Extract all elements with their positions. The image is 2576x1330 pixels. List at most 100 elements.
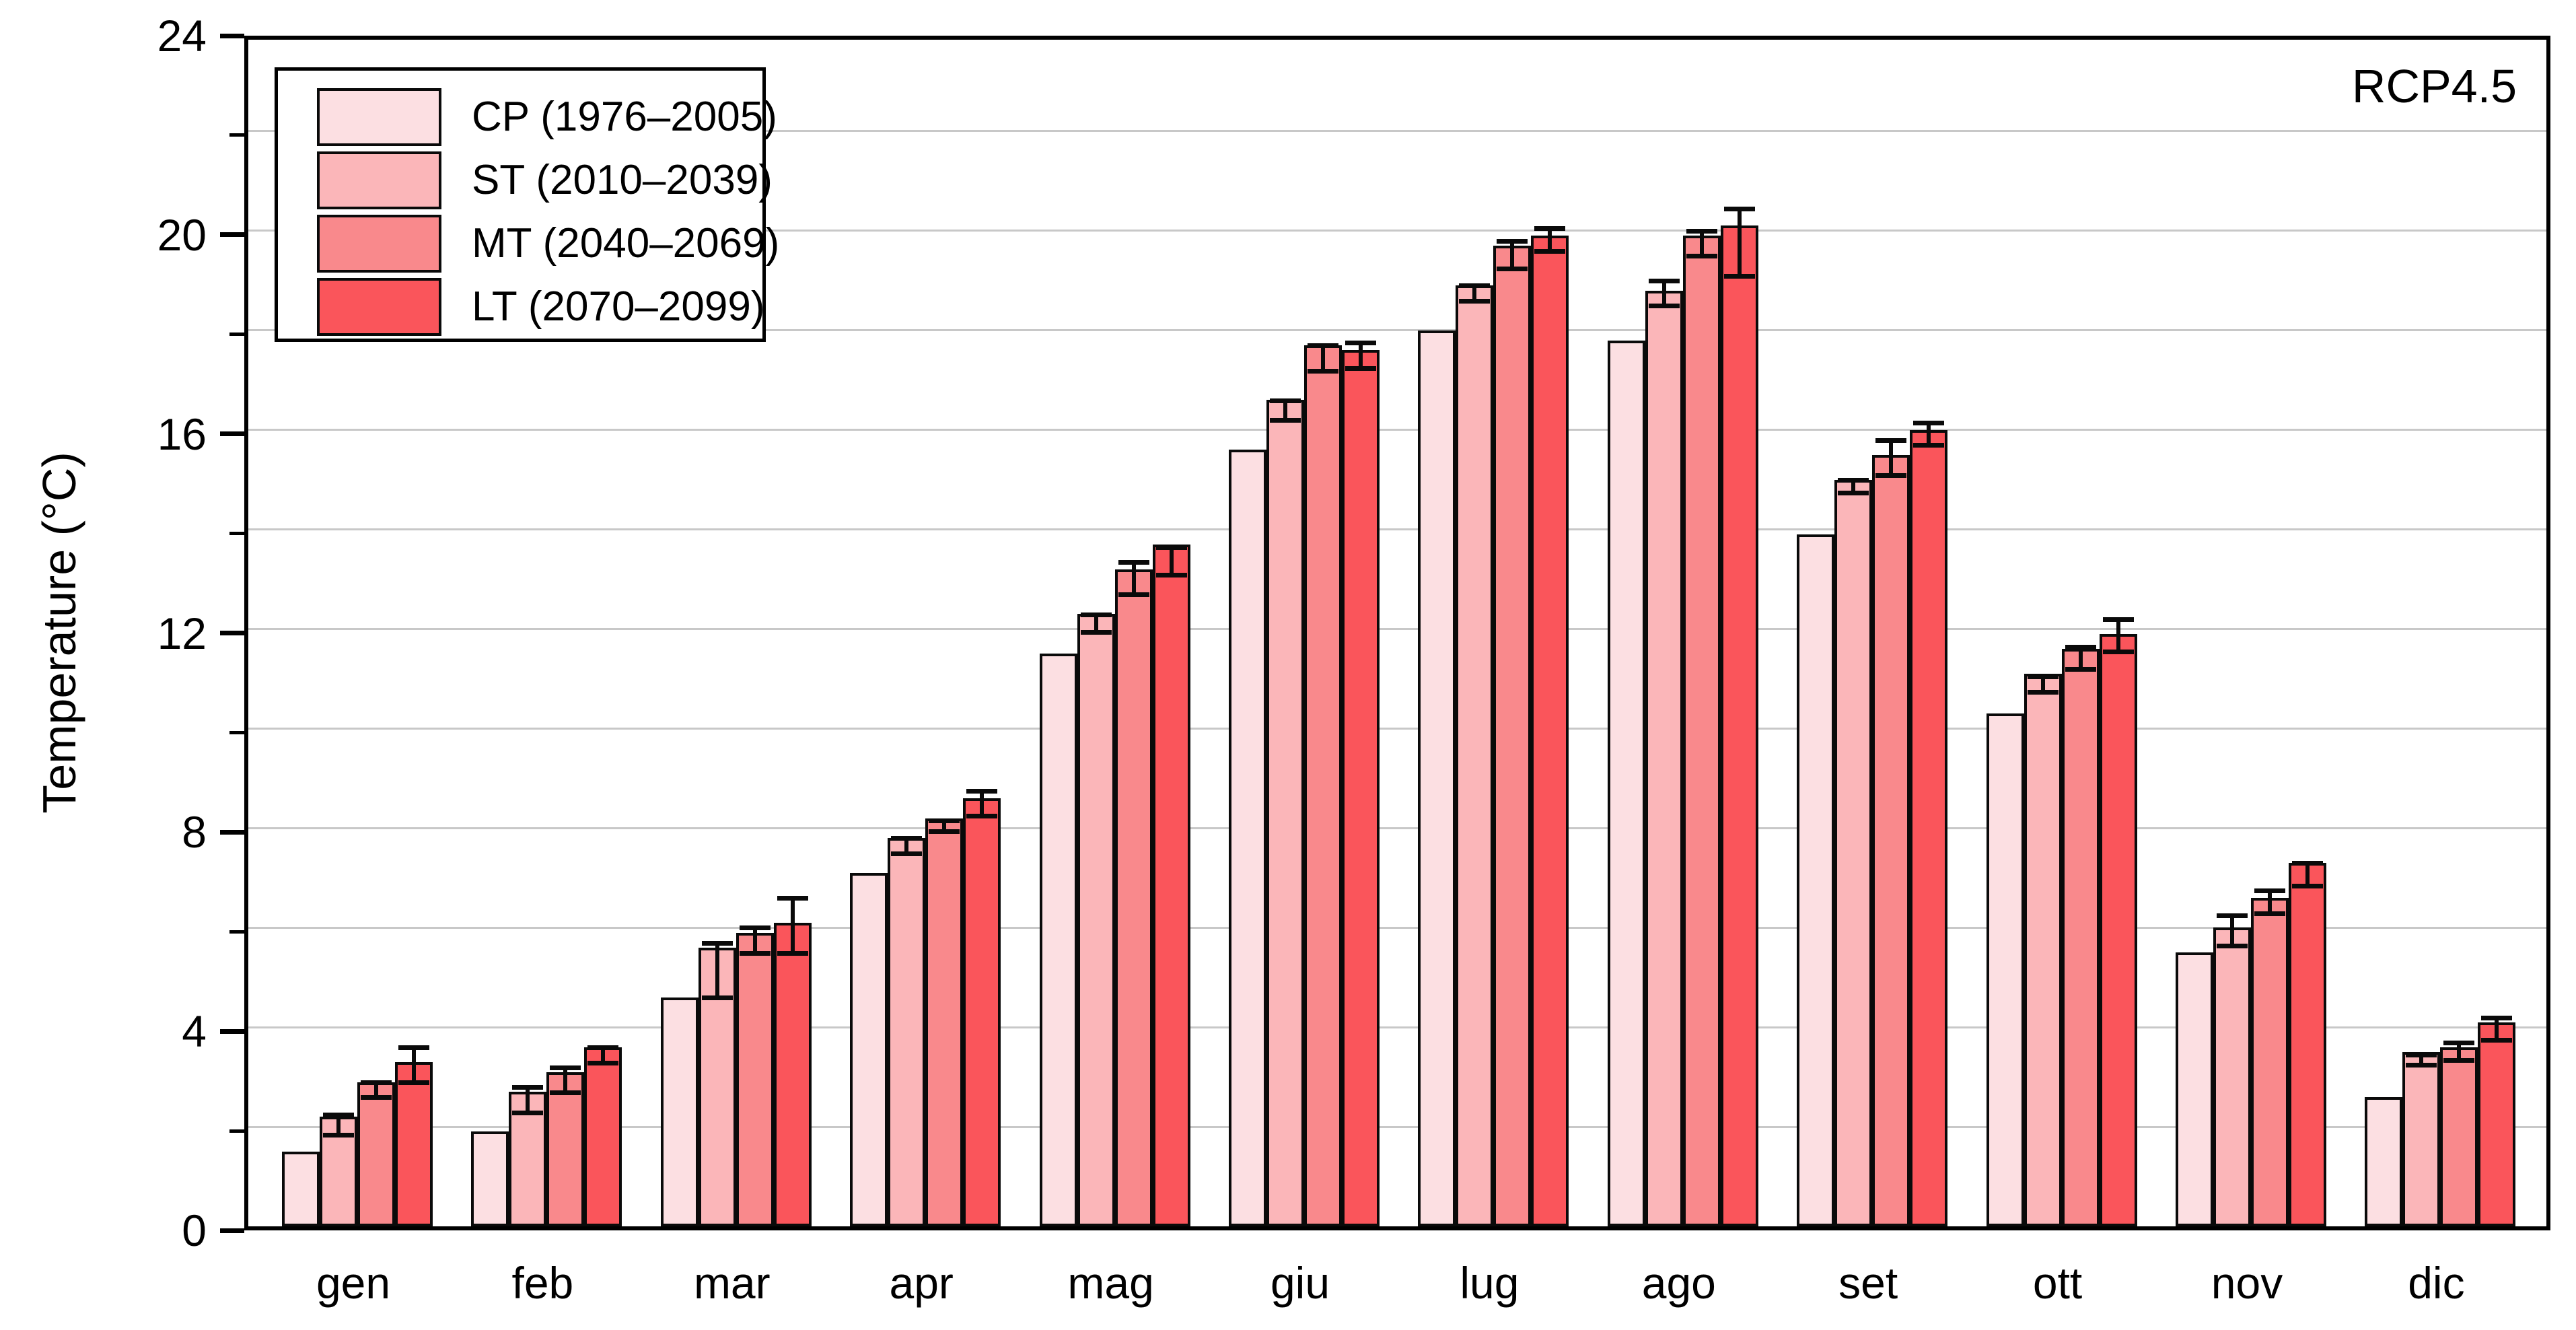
gridline xyxy=(248,727,2546,730)
error-bar-cap xyxy=(512,1085,544,1090)
error-bar xyxy=(1131,559,1136,598)
error-bar xyxy=(374,1080,378,1100)
bar-lug-cp xyxy=(1418,330,1456,1226)
error-bar-cap xyxy=(1459,298,1491,304)
error-bar-cap xyxy=(701,995,733,1001)
y-tick-label: 4 xyxy=(182,1006,207,1057)
error-bar xyxy=(790,896,795,956)
error-bar-cap xyxy=(739,950,771,956)
error-bar-cap xyxy=(1648,304,1680,309)
gridline xyxy=(248,230,2546,232)
bar-ott-st xyxy=(2024,674,2062,1226)
bar-set-st xyxy=(1834,479,1873,1226)
gridline xyxy=(248,528,2546,531)
error-bar-cap xyxy=(1534,249,1566,254)
bar-lug-lt xyxy=(1531,236,1569,1226)
y-tick-minor xyxy=(229,1129,244,1133)
bar-ago-cp xyxy=(1607,340,1645,1226)
bar-set-lt xyxy=(1910,429,1948,1226)
y-tick-label: 8 xyxy=(182,807,207,858)
error-bar-cap xyxy=(2292,861,2323,866)
error-bar xyxy=(1927,420,1931,448)
error-bar-cap xyxy=(2102,650,2134,655)
bar-giu-mt xyxy=(1304,345,1342,1226)
bar-ott-lt xyxy=(2099,633,2137,1226)
error-bar-cap xyxy=(2443,1057,2475,1063)
error-bar-cap xyxy=(1345,341,1376,346)
error-bar-cap xyxy=(1118,559,1149,565)
error-bar-cap xyxy=(2027,674,2059,679)
error-bar xyxy=(1321,343,1325,374)
gridline xyxy=(248,1125,2546,1128)
bar-nov-st xyxy=(2213,928,2251,1226)
plot-area xyxy=(244,36,2550,1230)
error-bar-cap xyxy=(739,925,771,931)
error-bar xyxy=(752,925,757,956)
error-bar xyxy=(526,1085,530,1115)
x-tick-label-ott: ott xyxy=(2032,1258,2083,1308)
error-bar-cap xyxy=(550,1090,581,1095)
error-bar-cap xyxy=(2217,913,2248,918)
error-bar-cap xyxy=(2065,667,2096,672)
error-bar xyxy=(904,836,909,856)
error-bar-cap xyxy=(929,818,960,824)
x-tick-label-feb: feb xyxy=(511,1258,574,1308)
y-tick-label: 24 xyxy=(157,11,207,61)
error-bar xyxy=(412,1045,416,1086)
bar-mag-st xyxy=(1077,614,1115,1226)
legend-label: CP (1976–2005) xyxy=(472,94,777,140)
y-axis-title: Temperature (°C) xyxy=(33,452,85,814)
legend-label: ST (2010–2039) xyxy=(472,157,773,203)
error-bar-cap xyxy=(1155,572,1187,578)
x-tick-label-apr: apr xyxy=(889,1258,954,1308)
bar-dic-cp xyxy=(2365,1096,2403,1226)
error-bar-cap xyxy=(1723,274,1755,279)
error-bar xyxy=(1889,438,1894,478)
error-bar xyxy=(1094,612,1098,635)
error-bar xyxy=(2457,1040,2462,1063)
error-bar-cap xyxy=(323,1112,354,1117)
error-bar-cap xyxy=(2406,1063,2437,1068)
error-bar-cap xyxy=(1875,473,1907,478)
bar-apr-mt xyxy=(925,818,964,1226)
error-bar-cap xyxy=(929,829,960,834)
error-bar-cap xyxy=(398,1045,429,1050)
error-bar xyxy=(2040,674,2045,695)
x-tick-label-mag: mag xyxy=(1067,1258,1154,1308)
error-bar xyxy=(1283,398,1287,423)
error-bar-cap xyxy=(361,1080,392,1085)
error-bar-cap xyxy=(2443,1040,2475,1045)
bar-mar-cp xyxy=(660,997,699,1226)
error-bar-cap xyxy=(1270,398,1301,403)
error-bar-cap xyxy=(587,1060,619,1065)
error-bar xyxy=(2116,617,2120,655)
bar-feb-lt xyxy=(584,1047,622,1226)
error-bar-cap xyxy=(1723,206,1755,211)
error-bar-cap xyxy=(398,1080,429,1086)
error-bar-cap xyxy=(1118,592,1149,598)
bar-giu-cp xyxy=(1229,450,1266,1226)
bar-mag-mt xyxy=(1114,569,1153,1226)
error-bar-cap xyxy=(361,1095,392,1100)
legend-swatch xyxy=(317,215,441,273)
error-bar-cap xyxy=(777,896,808,901)
x-tick-label-set: set xyxy=(1838,1258,1898,1308)
y-tick-minor xyxy=(229,532,244,536)
bar-nov-lt xyxy=(2289,863,2326,1226)
x-tick-label-lug: lug xyxy=(1460,1258,1519,1308)
gridline xyxy=(248,926,2546,929)
error-bar-cap xyxy=(2254,888,2285,893)
x-tick-label-gen: gen xyxy=(316,1258,391,1308)
bar-giu-lt xyxy=(1342,350,1380,1226)
bar-dic-mt xyxy=(2440,1047,2478,1226)
error-bar xyxy=(2495,1015,2499,1043)
x-tick-label-mar: mar xyxy=(693,1258,771,1308)
error-bar-cap xyxy=(2065,644,2096,650)
error-bar-cap xyxy=(1913,420,1945,425)
error-bar-cap xyxy=(512,1110,544,1115)
error-bar-cap xyxy=(891,851,923,856)
error-bar-cap xyxy=(1686,254,1717,259)
bar-feb-cp xyxy=(471,1131,509,1226)
error-bar xyxy=(1851,477,1856,495)
bar-apr-st xyxy=(888,838,926,1226)
